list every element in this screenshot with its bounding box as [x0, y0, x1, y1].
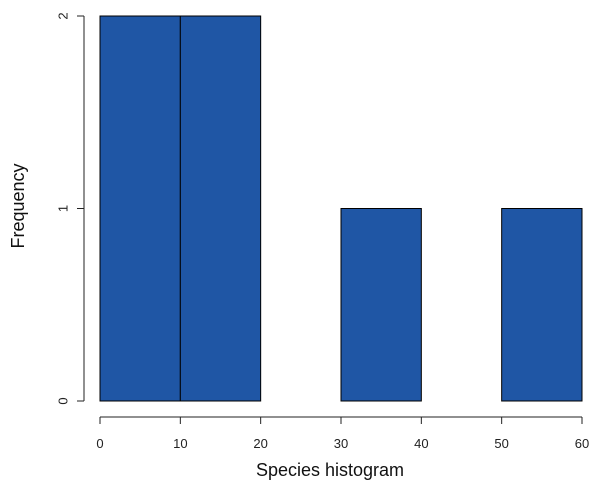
- y-axis-title: Frequency: [8, 163, 28, 248]
- bars-group: [99, 15, 583, 402]
- histogram-bar-30-40: [340, 208, 422, 402]
- histogram-bar-0-10: [99, 15, 181, 402]
- y-tick-label: 0: [55, 397, 70, 404]
- y-axis: 0 1 2: [55, 12, 85, 405]
- histogram-bar-50-60: [501, 208, 583, 402]
- x-tick-label: 10: [173, 436, 187, 451]
- x-tick-label: 0: [96, 436, 103, 451]
- y-tick-label: 1: [55, 205, 70, 212]
- x-tick-label: 30: [334, 436, 348, 451]
- x-tick-label: 60: [575, 436, 589, 451]
- x-tick-label: 50: [494, 436, 508, 451]
- x-axis: 0 10 20 30 40 50 60: [96, 416, 589, 451]
- y-tick-label: 2: [55, 12, 70, 19]
- x-axis-title: Species histogram: [256, 460, 404, 480]
- histogram-bar-10-20: [179, 15, 262, 402]
- x-tick-label: 20: [253, 436, 267, 451]
- x-tick-label: 40: [414, 436, 428, 451]
